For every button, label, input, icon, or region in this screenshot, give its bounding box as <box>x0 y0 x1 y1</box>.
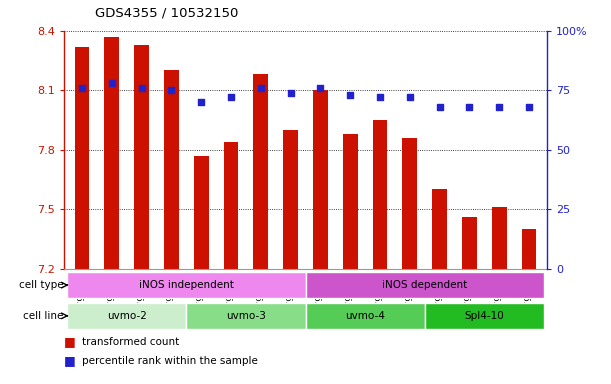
Point <box>405 94 415 101</box>
Text: GDS4355 / 10532150: GDS4355 / 10532150 <box>95 6 238 19</box>
Text: percentile rank within the sample: percentile rank within the sample <box>82 356 258 366</box>
Point <box>107 80 117 86</box>
Bar <box>343 134 357 269</box>
Bar <box>134 45 149 269</box>
Point <box>464 104 474 110</box>
Point <box>137 85 147 91</box>
Bar <box>254 74 268 269</box>
Point <box>226 94 236 101</box>
Point <box>494 104 504 110</box>
Bar <box>425 303 544 329</box>
Bar <box>164 70 179 269</box>
Bar <box>306 303 425 329</box>
Point <box>315 85 325 91</box>
Text: cell type: cell type <box>19 280 64 290</box>
Point <box>77 85 87 91</box>
Point <box>286 89 296 96</box>
Point <box>167 87 177 93</box>
Text: iNOS dependent: iNOS dependent <box>382 280 467 290</box>
Point <box>375 94 385 101</box>
Point <box>434 104 444 110</box>
Bar <box>462 217 477 269</box>
Bar <box>432 189 447 269</box>
Bar <box>67 272 306 298</box>
Bar <box>224 142 238 269</box>
Point <box>345 92 355 98</box>
Point <box>256 85 266 91</box>
Text: cell line: cell line <box>23 311 64 321</box>
Text: uvmo-3: uvmo-3 <box>226 311 266 321</box>
Bar <box>402 138 417 269</box>
Bar <box>194 156 209 269</box>
Text: transformed count: transformed count <box>82 337 180 347</box>
Bar <box>373 120 387 269</box>
Text: Spl4-10: Spl4-10 <box>464 311 504 321</box>
Bar <box>75 46 89 269</box>
Bar <box>492 207 507 269</box>
Text: iNOS independent: iNOS independent <box>139 280 234 290</box>
Text: uvmo-2: uvmo-2 <box>107 311 147 321</box>
Point <box>196 99 206 105</box>
Text: uvmo-4: uvmo-4 <box>345 311 385 321</box>
Bar <box>283 130 298 269</box>
Bar <box>306 272 544 298</box>
Bar <box>186 303 306 329</box>
Bar <box>104 37 119 269</box>
Bar <box>313 90 328 269</box>
Text: ■: ■ <box>64 335 76 348</box>
Bar <box>67 303 186 329</box>
Bar <box>522 229 536 269</box>
Point <box>524 104 534 110</box>
Text: ■: ■ <box>64 354 76 367</box>
